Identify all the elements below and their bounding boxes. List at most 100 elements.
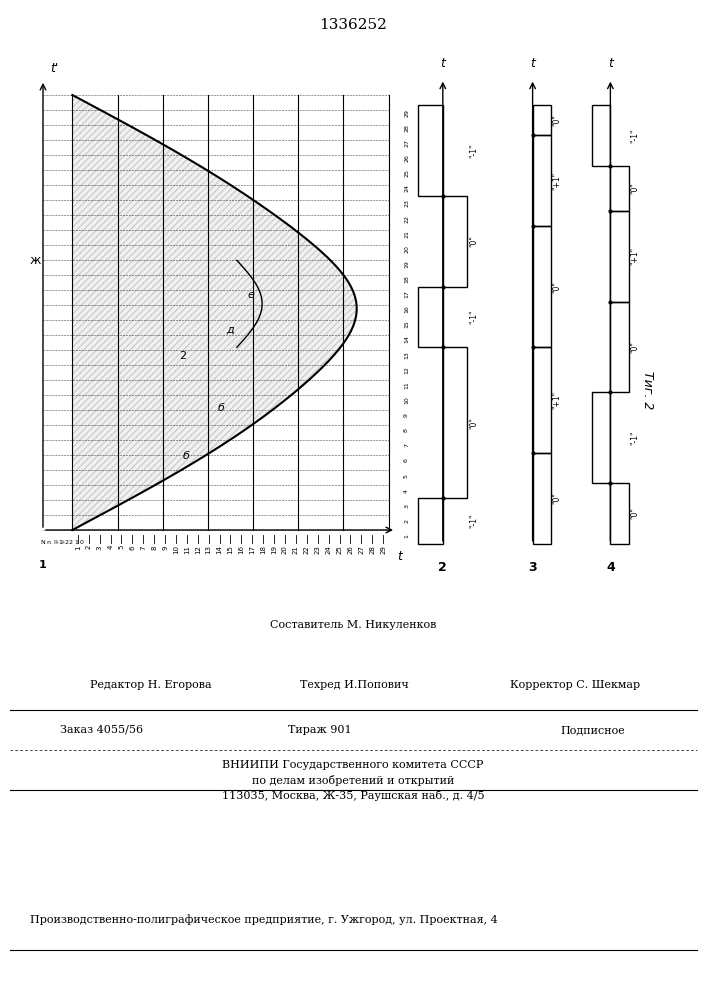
Text: 0: 0: [80, 540, 83, 545]
Bar: [532, 453, 551, 544]
Text: t: t: [608, 57, 613, 70]
Text: по делам изобретений и открытий: по делам изобретений и открытий: [252, 775, 454, 786]
Bar: [592, 392, 610, 483]
Text: t': t': [50, 62, 58, 75]
Text: "-1": "-1": [469, 310, 478, 324]
Text: Корректор С. Шекмар: Корректор С. Шекмар: [510, 680, 640, 690]
Text: l-1: l-1: [56, 540, 64, 545]
Text: N: N: [40, 540, 45, 545]
Text: 2: 2: [438, 561, 448, 574]
Text: 2: 2: [404, 519, 409, 523]
Text: Техред И.Попович: Техред И.Попович: [300, 680, 409, 690]
Text: 3: 3: [404, 504, 409, 508]
Text: 14: 14: [216, 545, 223, 554]
Text: 19: 19: [271, 545, 277, 554]
Text: 13: 13: [206, 545, 211, 554]
Text: 27: 27: [358, 545, 364, 554]
Text: 1: 1: [75, 545, 81, 550]
Text: 21: 21: [404, 230, 409, 238]
Text: 8: 8: [404, 428, 409, 432]
Text: 12: 12: [194, 545, 201, 554]
Bar: [419, 105, 443, 196]
Text: 17: 17: [404, 290, 409, 298]
Bar: [610, 166, 629, 211]
Text: n: n: [47, 540, 50, 545]
Text: 23: 23: [315, 545, 321, 554]
Text: 18: 18: [260, 545, 267, 554]
Text: 22: 22: [304, 545, 310, 554]
Bar: [419, 287, 443, 347]
Text: "0": "0": [631, 182, 639, 194]
Text: ВНИИПИ Государственного комитета СССР: ВНИИПИ Государственного комитета СССР: [222, 760, 484, 770]
Bar: [592, 105, 610, 166]
Text: 1336252: 1336252: [320, 18, 387, 32]
Text: 7: 7: [140, 545, 146, 550]
Text: 12: 12: [404, 366, 409, 374]
Text: l: l: [53, 540, 55, 545]
Text: 29: 29: [380, 545, 386, 554]
Text: 5: 5: [119, 545, 124, 549]
Text: 26: 26: [404, 154, 409, 162]
Text: 6: 6: [129, 545, 135, 550]
Text: t: t: [530, 57, 535, 70]
Text: 14: 14: [404, 336, 409, 343]
Text: 21: 21: [293, 545, 299, 554]
Text: 18: 18: [404, 275, 409, 283]
Text: "-1": "-1": [631, 431, 639, 445]
Text: "0": "0": [631, 341, 639, 353]
Text: 27: 27: [404, 139, 409, 147]
Text: 28: 28: [404, 124, 409, 132]
Text: 10: 10: [173, 545, 179, 554]
Text: 4: 4: [606, 561, 615, 574]
Text: e: e: [247, 290, 255, 300]
Text: 8: 8: [151, 545, 157, 550]
Text: 5: 5: [404, 474, 409, 478]
Text: 24: 24: [404, 184, 409, 192]
Text: б: б: [183, 451, 189, 461]
Text: 26: 26: [347, 545, 354, 554]
Text: "+1": "+1": [553, 172, 561, 190]
Text: 1: 1: [39, 560, 47, 570]
Text: 25: 25: [337, 545, 342, 554]
Text: "-1": "-1": [469, 143, 478, 158]
Text: t: t: [440, 57, 445, 70]
Text: "0": "0": [631, 507, 639, 519]
Text: ж: ж: [30, 254, 41, 267]
Bar: [419, 498, 443, 544]
Text: 15: 15: [228, 545, 233, 554]
Text: Составитель М. Никуленков: Составитель М. Никуленков: [270, 620, 436, 630]
Text: б: б: [218, 403, 224, 413]
Text: 20: 20: [282, 545, 288, 554]
Text: 2: 2: [69, 540, 73, 545]
Text: 3: 3: [97, 545, 103, 550]
Text: 9: 9: [404, 413, 409, 417]
Text: "-1": "-1": [469, 514, 478, 528]
Text: 24: 24: [326, 545, 332, 554]
Text: 2: 2: [86, 545, 92, 549]
Text: 4: 4: [107, 545, 114, 549]
Text: 23: 23: [404, 199, 409, 207]
Text: Тираж 901: Тираж 901: [288, 725, 352, 735]
Bar: [532, 105, 551, 135]
Text: 6: 6: [404, 459, 409, 462]
Text: Редактор Н. Егорова: Редактор Н. Егорова: [90, 680, 211, 690]
Text: 25: 25: [404, 169, 409, 177]
Bar: [610, 302, 629, 392]
Text: Подписное: Подписное: [560, 725, 625, 735]
Text: Производственно-полиграфическое предприятие, г. Ужгород, ул. Проектная, 4: Производственно-полиграфическое предприя…: [30, 914, 498, 925]
Text: 15: 15: [404, 321, 409, 328]
Bar: [443, 347, 467, 498]
Bar: [443, 196, 467, 287]
Text: "+1": "+1": [631, 247, 639, 265]
Bar: [610, 483, 629, 544]
Text: "+1": "+1": [553, 391, 561, 409]
Text: t: t: [397, 550, 402, 563]
Bar: [532, 347, 551, 453]
Text: 1: 1: [404, 534, 409, 538]
Text: 10: 10: [404, 396, 409, 404]
Text: "0": "0": [469, 417, 478, 429]
Text: 13: 13: [404, 351, 409, 359]
Bar: [532, 135, 551, 226]
Text: 29: 29: [404, 109, 409, 117]
Text: 4: 4: [404, 489, 409, 493]
